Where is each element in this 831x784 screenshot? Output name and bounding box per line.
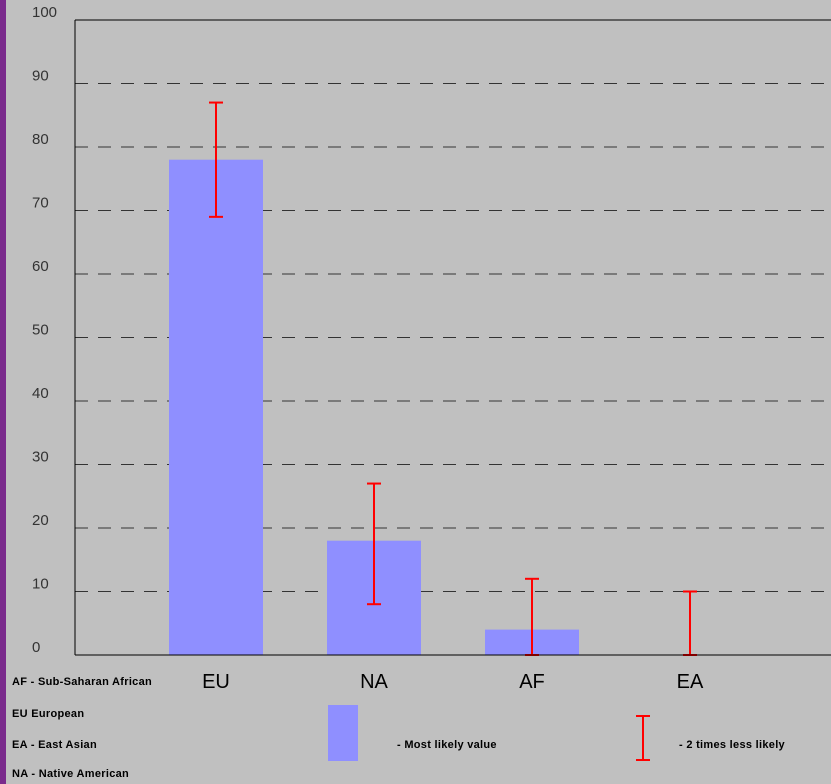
legend-error-bar-icon: [636, 715, 650, 761]
y-tick-label-10: 10: [32, 576, 49, 593]
error-bar-eu: [209, 101, 223, 218]
error-bar-ea: [683, 590, 697, 656]
left-accent-strip: [0, 0, 6, 784]
axes-layer: [74, 19, 831, 656]
y-tick-label-70: 70: [32, 195, 49, 212]
abbrev-af: AF - Sub-Saharan African: [12, 676, 153, 688]
y-tick-label-80: 80: [32, 131, 49, 148]
legend-error-label: - 2 times less likely: [679, 739, 785, 751]
x-category-labels: EU NA AF EA: [202, 671, 704, 693]
error-bar-na: [367, 482, 381, 606]
abbrev-eu: EU European: [12, 708, 85, 720]
abbrev-na: NA - Native American: [12, 768, 130, 780]
legend-bar-label: - Most likely value: [397, 739, 497, 751]
y-tick-label-20: 20: [32, 512, 49, 529]
y-tick-label-30: 30: [32, 449, 49, 466]
y-tick-label-100: 100: [32, 4, 57, 21]
category-label-eu: EU: [202, 671, 230, 693]
error-bars-layer: [209, 101, 697, 656]
bar-eu: [169, 159, 263, 655]
abbrev-ea: EA - East Asian: [12, 739, 97, 751]
y-tick-label-0: 0: [32, 639, 40, 656]
y-tick-label-40: 40: [32, 385, 49, 402]
y-tick-label-50: 50: [32, 322, 49, 339]
y-tick-labels: 0 10 20 30 40 50 60 70 80 90 100: [32, 4, 57, 656]
y-tick-label-60: 60: [32, 258, 49, 275]
category-label-af: AF: [519, 671, 545, 693]
legend-bar-swatch: [328, 705, 358, 761]
y-tick-label-90: 90: [32, 68, 49, 85]
category-label-na: NA: [360, 671, 388, 693]
category-label-ea: EA: [677, 671, 704, 693]
